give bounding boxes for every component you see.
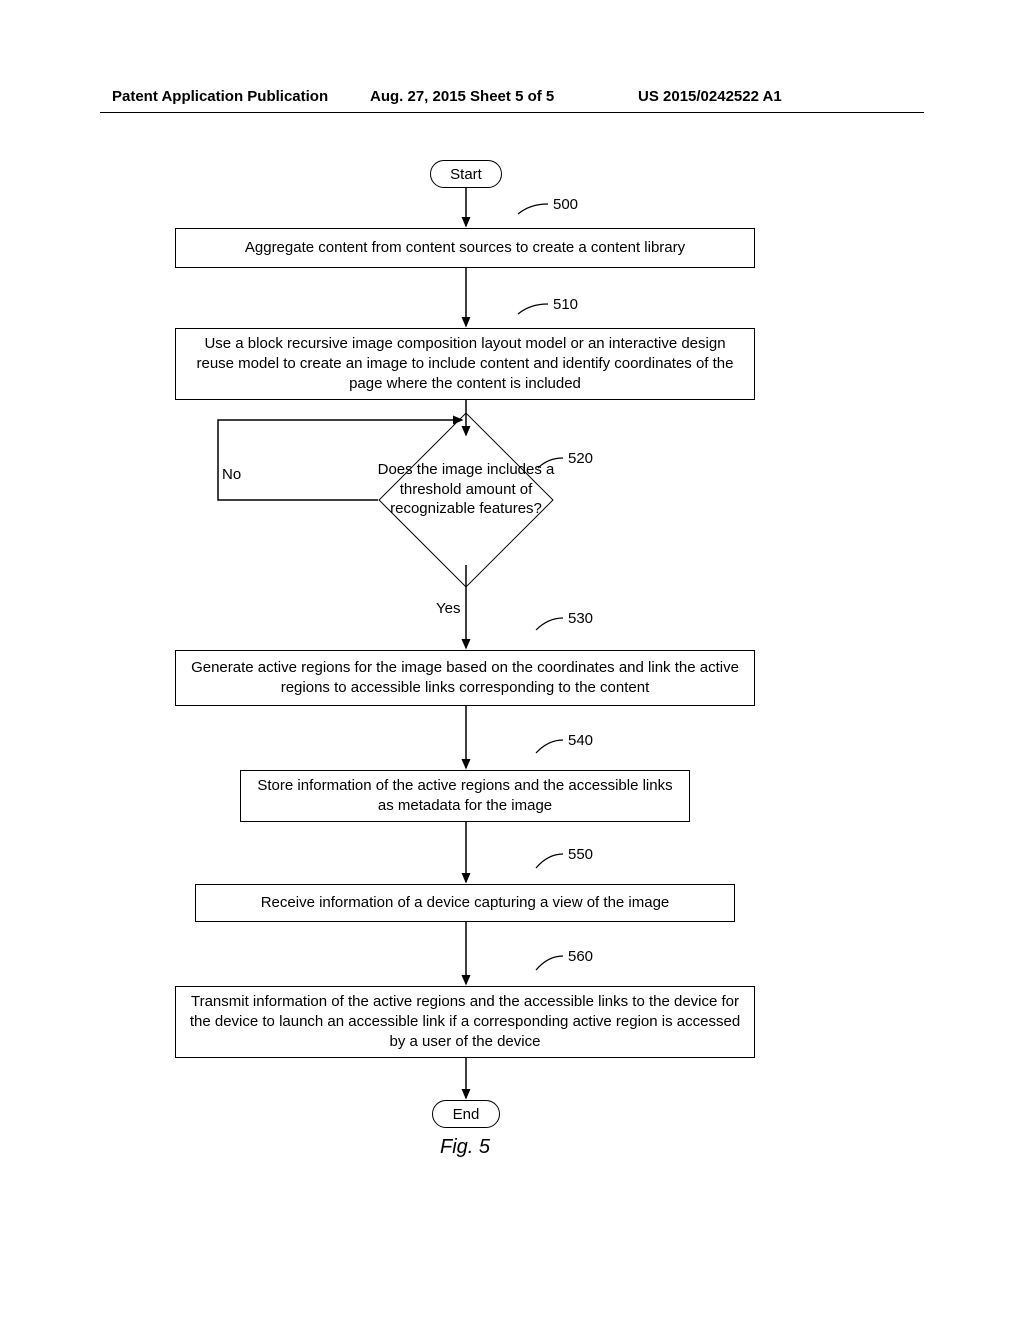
header-publication: Patent Application Publication bbox=[112, 88, 328, 105]
step-530-box: Generate active regions for the image ba… bbox=[175, 650, 755, 706]
ref-560: 560 bbox=[568, 948, 593, 965]
step-550-text: Receive information of a device capturin… bbox=[261, 893, 670, 913]
step-540-box: Store information of the active regions … bbox=[240, 770, 690, 822]
yes-label: Yes bbox=[436, 600, 460, 617]
ref-550: 550 bbox=[568, 846, 593, 863]
header-rule bbox=[100, 112, 924, 113]
step-560-box: Transmit information of the active regio… bbox=[175, 986, 755, 1058]
decision-520-text: Does the image includes a threshold amou… bbox=[356, 460, 576, 519]
patent-page: Patent Application Publication Aug. 27, … bbox=[0, 0, 1024, 1320]
step-500-box: Aggregate content from content sources t… bbox=[175, 228, 755, 268]
figure-label: Fig. 5 bbox=[440, 1136, 490, 1159]
step-550-box: Receive information of a device capturin… bbox=[195, 884, 735, 922]
start-label: Start bbox=[450, 166, 482, 183]
step-510-text: Use a block recursive image composition … bbox=[186, 334, 744, 395]
step-530-text: Generate active regions for the image ba… bbox=[186, 658, 744, 699]
step-500-text: Aggregate content from content sources t… bbox=[245, 238, 685, 258]
start-node: Start bbox=[430, 160, 502, 188]
end-label: End bbox=[453, 1106, 480, 1123]
header-pub-number: US 2015/0242522 A1 bbox=[638, 88, 782, 105]
ref-540: 540 bbox=[568, 732, 593, 749]
ref-530: 530 bbox=[568, 610, 593, 627]
ref-510: 510 bbox=[553, 296, 578, 313]
step-510-box: Use a block recursive image composition … bbox=[175, 328, 755, 400]
ref-500: 500 bbox=[553, 196, 578, 213]
end-node: End bbox=[432, 1100, 500, 1128]
header-date-sheet: Aug. 27, 2015 Sheet 5 of 5 bbox=[370, 88, 554, 105]
ref-520: 520 bbox=[568, 450, 593, 467]
step-540-text: Store information of the active regions … bbox=[251, 776, 679, 817]
no-label: No bbox=[222, 466, 241, 483]
step-560-text: Transmit information of the active regio… bbox=[186, 992, 744, 1053]
